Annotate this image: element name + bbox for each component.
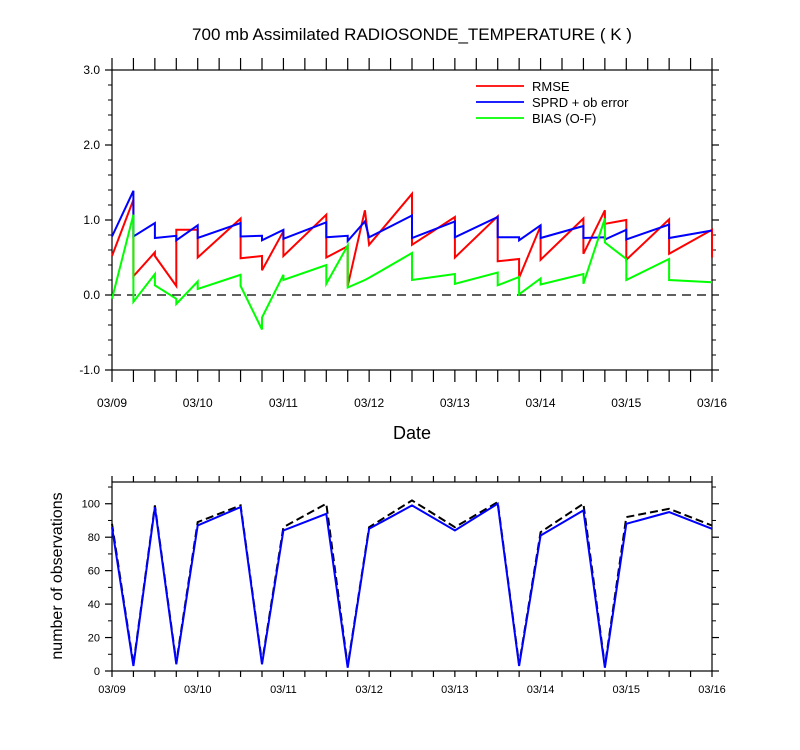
bottom-chart-ylabel: number of observations (49, 492, 66, 659)
legend-label-bias: BIAS (O-F) (532, 111, 596, 126)
top-series-bias-o-f (111, 214, 713, 330)
bottom-series-possible (111, 499, 713, 667)
top-xtick-label: 03/10 (183, 396, 213, 410)
top-xtick-label: 03/16 (697, 396, 727, 410)
bottom-ytick-label: 100 (82, 499, 100, 511)
bottom-plot-frame (111, 481, 713, 672)
bottom-ytick-label: 80 (88, 532, 100, 544)
top-xtick-label: 03/09 (97, 396, 127, 410)
top-xtick-label: 03/15 (611, 396, 641, 410)
top-xtick-label: 03/14 (526, 396, 556, 410)
top-ytick-label: 1.0 (83, 213, 100, 227)
bottom-ytick-label: 0 (94, 666, 100, 678)
top-chart-title: 700 mb Assimilated RADIOSONDE_TEMPERATUR… (192, 25, 632, 44)
top-ytick-label: 0.0 (83, 288, 100, 302)
bottom-xtick-label: 03/12 (355, 684, 383, 696)
bottom-xtick-label: 03/09 (98, 684, 126, 696)
top-ytick-label: 2.0 (83, 138, 100, 152)
legend-label-sprd: SPRD + ob error (532, 95, 629, 110)
bottom-xtick-label: 03/13 (441, 684, 469, 696)
bottom-xtick-label: 03/11 (270, 684, 297, 696)
bottom-ytick-label: 20 (88, 633, 100, 645)
top-xtick-label: 03/11 (269, 396, 298, 410)
bottom-xtick-label: 03/10 (184, 684, 212, 696)
top-chart-xlabel: Date (393, 423, 431, 443)
top-ytick-label: -1.0 (79, 363, 100, 377)
bottom-xtick-label: 03/15 (613, 684, 641, 696)
top-xtick-label: 03/12 (354, 396, 384, 410)
bottom-ytick-label: 40 (88, 599, 100, 611)
legend: RMSE SPRD + ob error BIAS (O-F) (476, 79, 629, 126)
bottom-ytick-label: 60 (88, 566, 100, 578)
top-xtick-label: 03/13 (440, 396, 470, 410)
bottom-xtick-label: 03/16 (698, 684, 726, 696)
top-ytick-label: 3.0 (83, 63, 100, 77)
top-series-sprd-ob-error (111, 190, 713, 244)
bottom-series-assimilated (111, 502, 713, 668)
bottom-xtick-label: 03/14 (527, 684, 555, 696)
legend-label-rmse: RMSE (532, 79, 570, 94)
